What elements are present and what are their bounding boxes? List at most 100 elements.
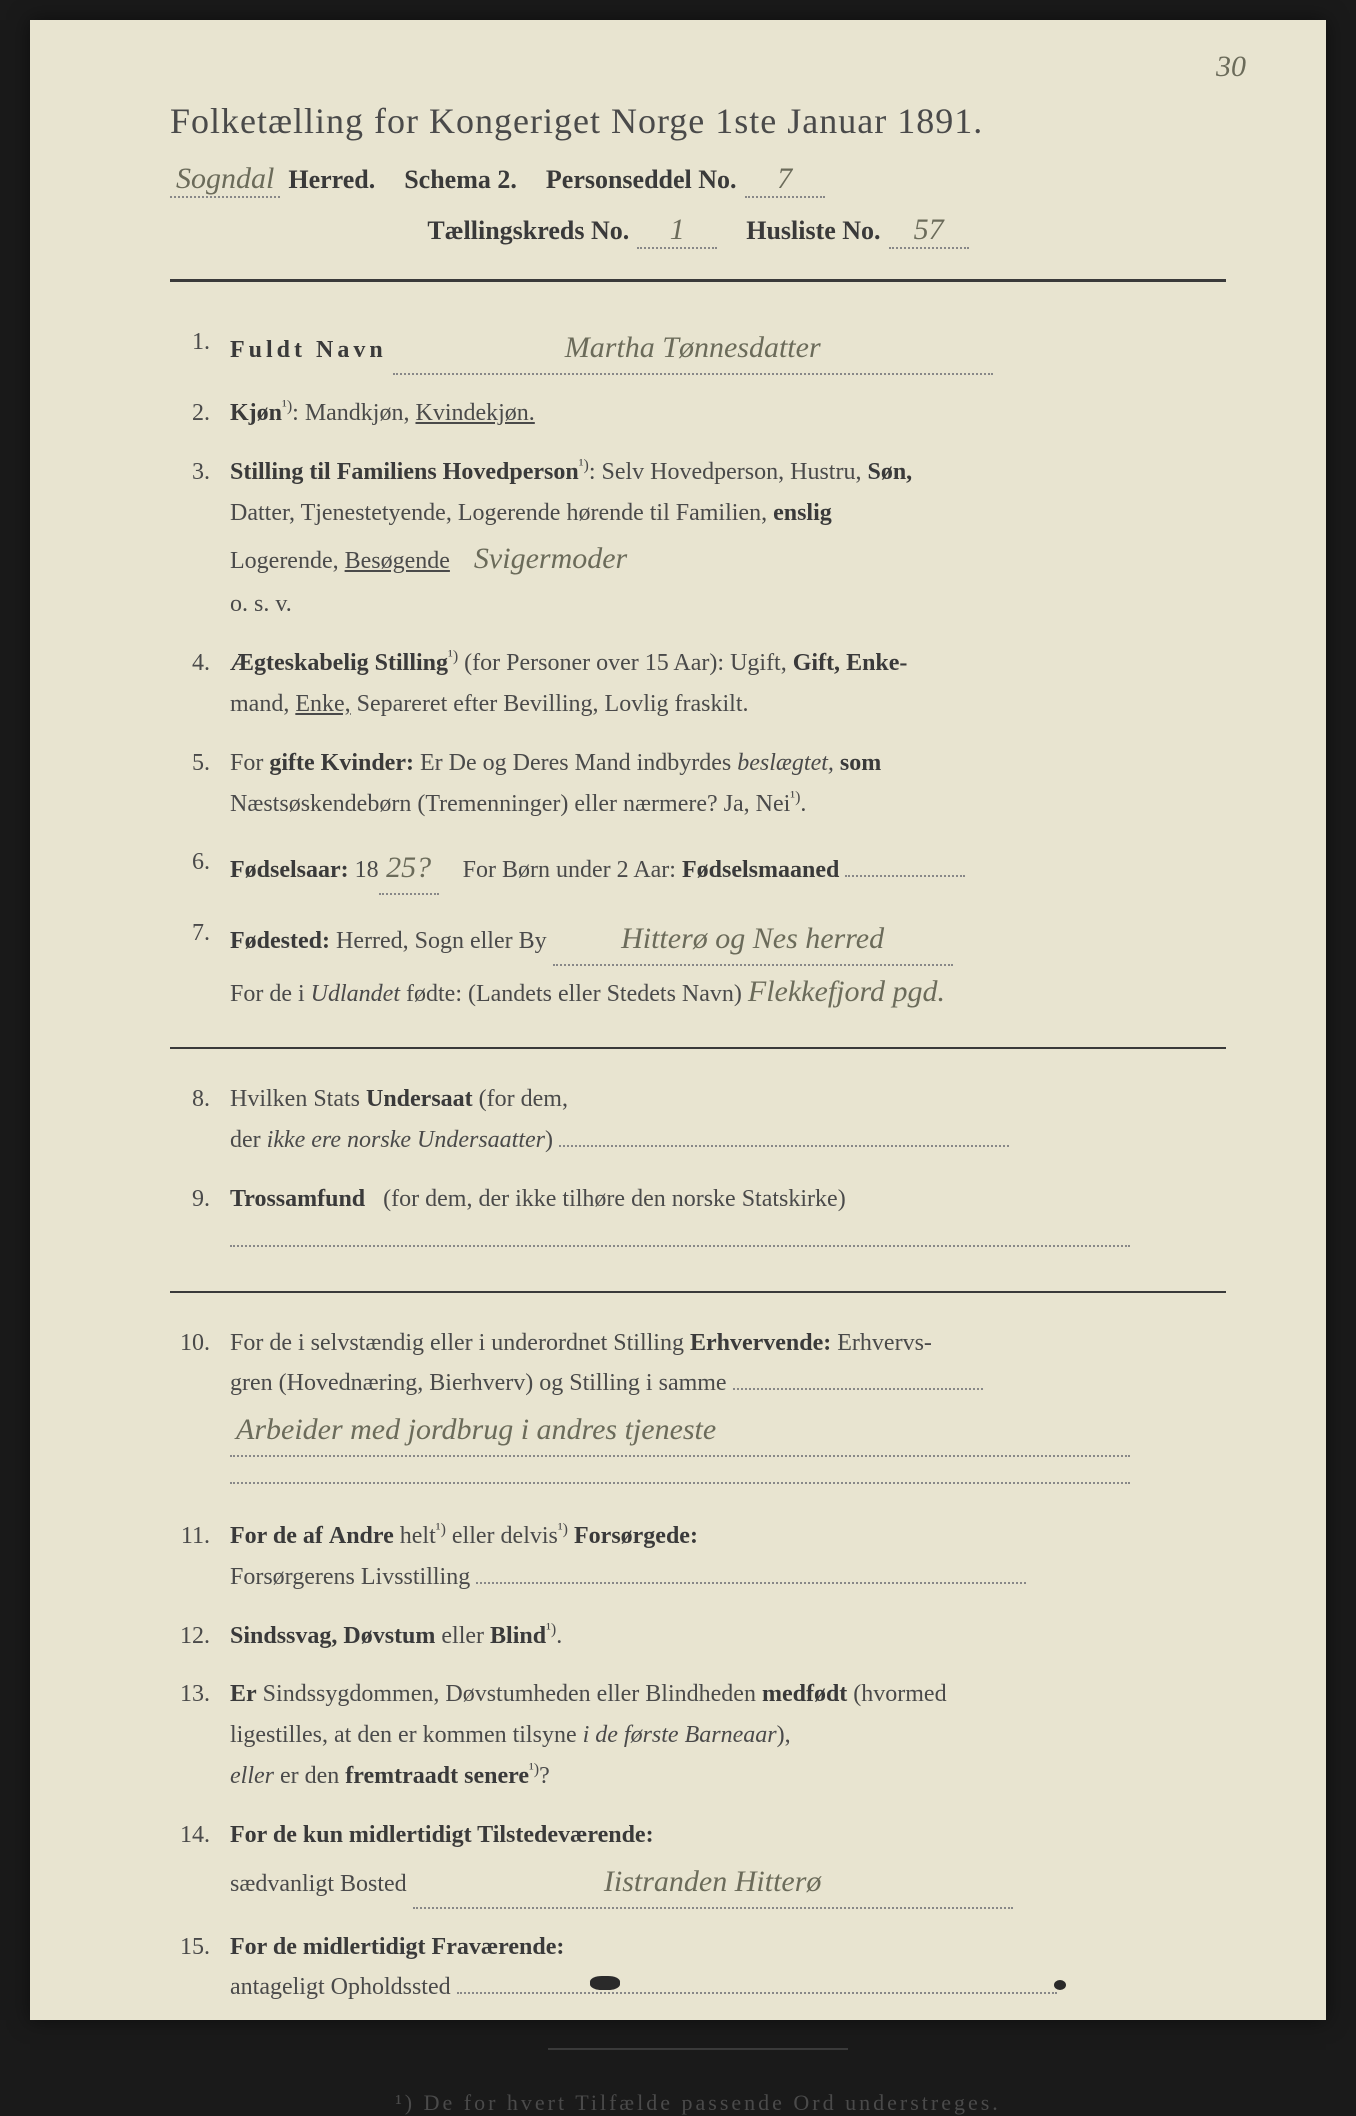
label-3h: o. s. v. (230, 591, 292, 617)
husliste-value: 57 (889, 213, 969, 249)
label-8e: ikke ere norske Undersaatter (267, 1127, 545, 1153)
label-2a: Kjøn (230, 400, 282, 426)
label-6b: 18 (355, 857, 379, 883)
kreds-label: Tællingskreds No. (427, 216, 629, 246)
label-12: Sindssvag, Døvstum (230, 1623, 435, 1649)
item-3: 3. Stilling til Familiens Hovedperson¹):… (170, 452, 1226, 625)
label-12c: Blind (490, 1623, 546, 1649)
num-11: 11. (170, 1516, 230, 1598)
label-4d: Enke- (846, 650, 907, 676)
form-title: Folketælling for Kongeriget Norge 1ste J… (170, 100, 1226, 142)
herred-value: Sogndal (170, 162, 280, 198)
label-3e: enslig (773, 500, 832, 526)
label-6d: Fødselsmaaned (682, 857, 839, 883)
form-header: Folketælling for Kongeriget Norge 1ste J… (170, 100, 1226, 249)
label-11d: eller delvis (452, 1523, 558, 1549)
label-2b: Mandkjøn, (305, 400, 410, 426)
label-2c-selected: Kvindekjøn. (415, 400, 534, 426)
item-1: 1. Fuldt Navn Martha Tønnesdatter (170, 322, 1226, 375)
schema-label: Schema 2. (404, 165, 517, 195)
label-7d: Udlandet (311, 981, 400, 1007)
num-7: 7. (170, 913, 230, 1017)
item-11: 11. For de af Andre helt¹) eller delvis¹… (170, 1516, 1226, 1598)
divider-top (170, 279, 1226, 282)
page-number: 30 (1216, 50, 1246, 84)
label-13a: Er (230, 1681, 257, 1707)
label-4a: Ægteskabelig Stilling (230, 650, 448, 676)
item-6: 6. Fødselsaar: 1825? For Børn under 2 Aa… (170, 842, 1226, 895)
label-9a: Trossamfund (230, 1186, 365, 1212)
label-5e: som (840, 750, 881, 776)
label-3g-selected: Besøgende (345, 548, 450, 574)
sup-12: ¹) (546, 1621, 556, 1638)
label-6c: For Børn under 2 Aar: (463, 857, 676, 883)
num-10: 10. (170, 1323, 230, 1498)
num-12: 12. (170, 1616, 230, 1657)
divider-mid2 (170, 1291, 1226, 1293)
num-1: 1. (170, 322, 230, 375)
label-1: Fuldt Navn (230, 337, 387, 363)
label-9b: (for dem, der ikke tilhøre den norske St… (383, 1186, 846, 1212)
item-13: 13. Er Sindssygdommen, Døvstumheden elle… (170, 1674, 1226, 1796)
label-11f: Forsørgerens Livsstilling (230, 1564, 470, 1590)
divider-mid1 (170, 1047, 1226, 1049)
label-13f: i de første Barneaar (583, 1722, 777, 1748)
label-8a: Hvilken Stats (230, 1086, 360, 1112)
label-5d: beslægtet, (737, 750, 834, 776)
header-line-3: Tællingskreds No. 1 Husliste No. 57 (170, 213, 1226, 249)
label-4c: Gift, (793, 650, 840, 676)
item-8: 8. Hvilken Stats Undersaat (for dem, der… (170, 1079, 1226, 1161)
label-10d: gren (Hovednæring, Bierhverv) og Stillin… (230, 1370, 727, 1396)
label-7b: Herred, Sogn eller By (336, 928, 547, 954)
value-6-year: 25? (379, 842, 439, 895)
label-5b: gifte Kvinder: (269, 750, 414, 776)
personseddel-label: Personseddel No. (546, 165, 737, 195)
label-8b: Undersaat (366, 1086, 473, 1112)
item-10: 10. For de i selvstændig eller i underor… (170, 1323, 1226, 1498)
divider-footnote (548, 2048, 848, 2050)
value-14: Iistranden Hitterø (413, 1856, 1013, 1909)
footnote: ¹) De for hvert Tilfælde passende Ord un… (170, 2090, 1226, 2116)
label-13i: er den (280, 1763, 339, 1789)
label-13h: eller (230, 1763, 274, 1789)
header-line-2: Sogndal Herred. Schema 2. Personseddel N… (170, 162, 1226, 198)
label-14a: For de kun midlertidigt Tilstedeværende: (230, 1822, 654, 1848)
census-form-paper: 30 Folketælling for Kongeriget Norge 1st… (30, 20, 1326, 2020)
label-3c: Søn, (867, 459, 912, 485)
item-15: 15. For de midlertidigt Fraværende: anta… (170, 1927, 1226, 2009)
label-4f-selected: Enke, (295, 691, 350, 717)
value-7b: Flekkefjord pgd. (748, 975, 945, 1008)
label-5a: For (230, 750, 263, 776)
value-3: Svigermoder (474, 542, 627, 575)
label-7a: Fødested: (230, 928, 330, 954)
sup-11b: ¹) (558, 1521, 568, 1538)
label-5c: Er De og Deres Mand indbyrdes (420, 750, 731, 776)
label-8f: ) (545, 1127, 553, 1153)
blank-8 (559, 1145, 1009, 1147)
item-2: 2. Kjøn¹): Mandkjøn, Kvindekjøn. (170, 393, 1226, 434)
label-7c: For de i (230, 981, 305, 1007)
value-7a: Hitterø og Nes herred (553, 913, 953, 966)
sup-13: ¹) (529, 1761, 539, 1778)
label-4e: mand, (230, 691, 289, 717)
ink-spot-1 (590, 1976, 620, 1990)
num-4: 4. (170, 643, 230, 725)
label-13g: ), (777, 1722, 791, 1748)
label-12b: eller (441, 1623, 484, 1649)
num-6: 6. (170, 842, 230, 895)
num-8: 8. (170, 1079, 230, 1161)
label-14b: sædvanligt Bosted (230, 1871, 407, 1897)
kreds-value: 1 (637, 213, 717, 249)
label-13c: medfødt (762, 1681, 847, 1707)
label-7e: fødte: (Landets eller Stedets Navn) (406, 981, 742, 1007)
sup-3: ¹) (579, 457, 589, 474)
label-11b: Andre (329, 1523, 394, 1549)
label-10b: Erhvervende: (690, 1330, 831, 1356)
blank-9 (230, 1245, 1130, 1247)
blank-15 (457, 1992, 1057, 1994)
sup-4: ¹) (448, 648, 458, 665)
num-9: 9. (170, 1179, 230, 1261)
num-2: 2. (170, 393, 230, 434)
label-3a: Stilling til Familiens Hovedperson (230, 459, 579, 485)
label-15b: antageligt Opholdssted (230, 1974, 451, 2000)
